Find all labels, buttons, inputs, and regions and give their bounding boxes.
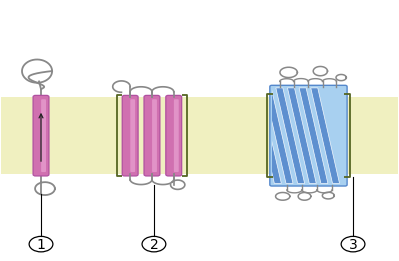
FancyBboxPatch shape <box>130 99 135 172</box>
FancyBboxPatch shape <box>144 95 160 176</box>
FancyBboxPatch shape <box>166 95 182 176</box>
Text: 3: 3 <box>349 238 358 252</box>
Polygon shape <box>311 88 340 183</box>
FancyBboxPatch shape <box>1 97 398 174</box>
Polygon shape <box>299 88 328 183</box>
FancyBboxPatch shape <box>270 85 347 186</box>
Polygon shape <box>264 88 293 183</box>
FancyBboxPatch shape <box>33 95 49 176</box>
FancyBboxPatch shape <box>122 95 138 176</box>
Polygon shape <box>253 88 281 183</box>
FancyBboxPatch shape <box>41 99 46 172</box>
Polygon shape <box>276 88 304 183</box>
Polygon shape <box>288 88 316 183</box>
FancyBboxPatch shape <box>174 99 179 172</box>
FancyBboxPatch shape <box>152 99 157 172</box>
Text: 1: 1 <box>37 238 45 252</box>
Text: 2: 2 <box>150 238 158 252</box>
